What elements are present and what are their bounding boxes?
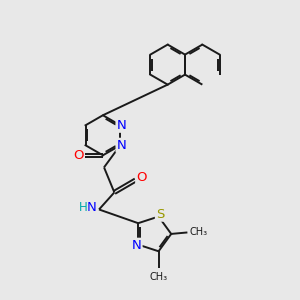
Text: H: H xyxy=(79,201,87,214)
Text: O: O xyxy=(136,171,147,184)
Text: N: N xyxy=(132,239,142,252)
Text: CH₃: CH₃ xyxy=(149,272,168,282)
Text: O: O xyxy=(73,149,83,162)
Text: N: N xyxy=(86,201,96,214)
Text: N: N xyxy=(116,119,126,132)
Text: N: N xyxy=(116,139,126,152)
Text: CH₃: CH₃ xyxy=(189,227,207,237)
Text: S: S xyxy=(156,208,164,221)
